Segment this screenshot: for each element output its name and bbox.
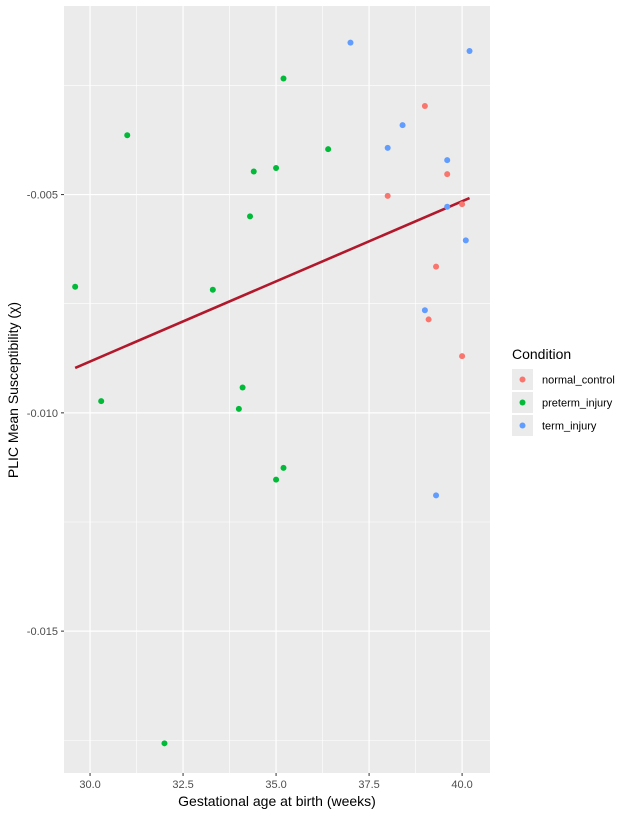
data-point-normal-control — [433, 263, 440, 270]
y-tick-label: -0.015 — [27, 626, 58, 638]
data-point-term-injury — [421, 307, 428, 314]
legend-title: Condition — [512, 346, 571, 362]
x-tick-label: 32.5 — [172, 779, 193, 791]
x-axis: 30.0 32.5 35.0 37.5 40.0 — [79, 773, 473, 791]
data-point-term-injury — [444, 203, 451, 210]
data-point-preterm-injury — [72, 283, 79, 290]
data-point-term-injury — [399, 122, 406, 129]
points-layer — [72, 39, 473, 747]
trend-layer — [74, 196, 471, 370]
x-tick-label: 40.0 — [451, 779, 472, 791]
x-axis-title: Gestational age at birth (weeks) — [178, 793, 376, 809]
legend-label: term_injury — [542, 421, 597, 433]
data-point-preterm-injury — [98, 398, 105, 405]
data-point-term-injury — [347, 39, 354, 46]
data-point-normal-control — [444, 171, 451, 178]
data-point-preterm-injury — [209, 286, 216, 293]
data-point-preterm-injury — [235, 405, 242, 412]
legend-key-term-injury — [519, 422, 526, 429]
data-point-normal-control — [459, 353, 466, 360]
x-tick-label: 30.0 — [79, 779, 100, 791]
data-point-preterm-injury — [280, 464, 287, 471]
x-tick-label: 35.0 — [265, 779, 286, 791]
data-point-preterm-injury — [325, 146, 332, 153]
data-point-preterm-injury — [273, 164, 280, 171]
plot-panel — [64, 6, 490, 773]
y-tick-label: -0.005 — [27, 190, 58, 202]
major-gridlines — [64, 6, 490, 773]
legend-label: normal_control — [542, 375, 615, 387]
data-point-normal-control — [421, 102, 428, 109]
data-point-preterm-injury — [273, 476, 280, 483]
data-point-preterm-injury — [161, 740, 168, 747]
y-axis-title: PLIC Mean Susceptibility (χ) — [5, 302, 21, 478]
data-point-term-injury — [384, 144, 391, 151]
data-point-preterm-injury — [124, 132, 131, 139]
data-point-preterm-injury — [239, 384, 246, 391]
x-tick-label: 37.5 — [358, 779, 379, 791]
minor-gridlines — [64, 6, 490, 773]
data-point-term-injury — [444, 157, 451, 164]
data-point-preterm-injury — [250, 168, 257, 175]
data-point-term-injury — [462, 237, 469, 244]
legend-key-normal-control — [519, 376, 526, 383]
y-tick-label: -0.010 — [27, 408, 58, 420]
data-point-normal-control — [384, 192, 391, 199]
legend: Condition normal_control preterm_injuryte… — [512, 346, 615, 436]
data-point-preterm-injury — [247, 213, 254, 220]
data-point-normal-control — [425, 316, 432, 323]
data-point-preterm-injury — [280, 75, 287, 82]
trend-line — [74, 196, 471, 370]
data-point-normal-control — [459, 201, 466, 208]
data-point-term-injury — [433, 492, 440, 499]
legend-key-preterm-injury — [519, 399, 526, 406]
legend-label: preterm_injury — [542, 398, 613, 410]
y-axis: -0.015 -0.010 -0.005 — [27, 190, 64, 638]
data-point-term-injury — [466, 47, 473, 54]
